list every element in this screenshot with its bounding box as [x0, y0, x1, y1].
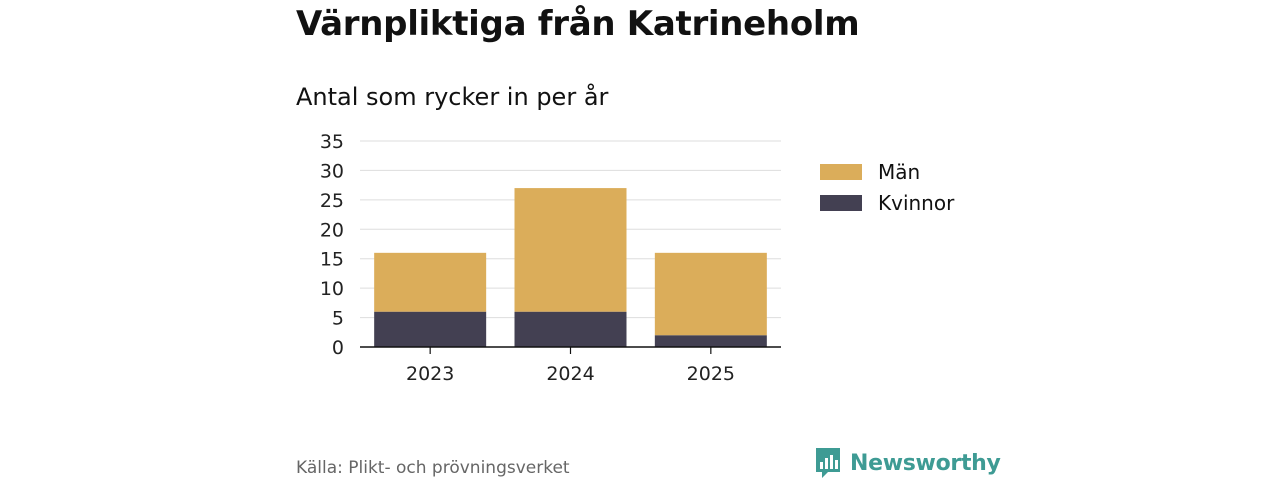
x-tick-label: 2025	[687, 363, 735, 385]
bar-man-2024	[514, 188, 627, 312]
legend-swatch-man	[820, 164, 862, 180]
source-note: Källa: Plikt- och prövningsverket	[296, 458, 570, 478]
bar-man-2025	[654, 252, 767, 336]
bar-kvinnor-2024	[514, 311, 627, 347]
legend-label: Män	[878, 160, 920, 184]
newsworthy-logo-icon	[816, 448, 840, 478]
y-tick-label: 30	[320, 160, 344, 182]
y-tick-label: 5	[332, 308, 344, 330]
bar-man-2023	[374, 252, 487, 312]
chart-title: Värnpliktiga från Katrineholm	[296, 4, 860, 44]
y-tick-label: 25	[320, 190, 344, 212]
y-tick-label: 15	[320, 249, 344, 271]
y-tick-label: 0	[332, 337, 344, 359]
chart-subtitle: Antal som rycker in per år	[296, 83, 609, 111]
bar-kvinnor-2025	[654, 335, 767, 347]
legend-swatch-kvinnor	[820, 195, 862, 211]
brand-logo[interactable]: Newsworthy	[814, 446, 1001, 480]
x-tick-label: 2024	[546, 363, 594, 385]
y-tick-label: 35	[320, 131, 344, 153]
legend-label: Kvinnor	[878, 191, 955, 215]
bar-kvinnor-2023	[374, 311, 487, 347]
brand-name: Newsworthy	[850, 450, 1001, 476]
y-tick-label: 10	[320, 278, 344, 300]
x-tick-label: 2023	[406, 363, 454, 385]
y-tick-label: 20	[320, 219, 344, 241]
